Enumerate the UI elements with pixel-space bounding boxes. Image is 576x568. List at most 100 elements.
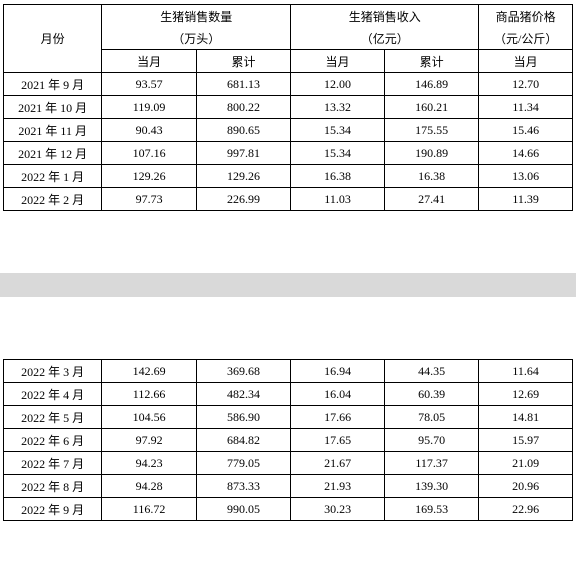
table-cell: 15.46 bbox=[479, 119, 573, 142]
table-cell: 17.66 bbox=[291, 406, 385, 429]
table-cell: 190.89 bbox=[384, 142, 478, 165]
table-cell: 129.26 bbox=[196, 165, 290, 188]
table-cell: 11.03 bbox=[291, 188, 385, 211]
table-cell: 586.90 bbox=[196, 406, 290, 429]
table-cell: 14.81 bbox=[479, 406, 573, 429]
pig-sales-table-bottom: 2022 年 3 月142.69369.6816.9444.3511.64202… bbox=[3, 359, 573, 521]
table-cell: 16.04 bbox=[291, 383, 385, 406]
table-cell: 160.21 bbox=[384, 96, 478, 119]
table-cell: 93.57 bbox=[102, 73, 196, 96]
table-cell: 119.09 bbox=[102, 96, 196, 119]
table-cell: 2022 年 4 月 bbox=[4, 383, 102, 406]
table-cell: 94.28 bbox=[102, 475, 196, 498]
table-row: 2022 年 2 月97.73226.9911.0327.4111.39 bbox=[4, 188, 573, 211]
table-cell: 997.81 bbox=[196, 142, 290, 165]
table-cell: 90.43 bbox=[102, 119, 196, 142]
table-cell: 2022 年 5 月 bbox=[4, 406, 102, 429]
table-cell: 21.93 bbox=[291, 475, 385, 498]
table-cell: 2021 年 12 月 bbox=[4, 142, 102, 165]
table-row: 2022 年 5 月104.56586.9017.6678.0514.81 bbox=[4, 406, 573, 429]
table-row: 2021 年 12 月107.16997.8115.34190.8914.66 bbox=[4, 142, 573, 165]
table-cell: 15.97 bbox=[479, 429, 573, 452]
table-cell: 146.89 bbox=[384, 73, 478, 96]
table-cell: 2022 年 6 月 bbox=[4, 429, 102, 452]
table-cell: 169.53 bbox=[384, 498, 478, 521]
table-cell: 2022 年 9 月 bbox=[4, 498, 102, 521]
table-cell: 890.65 bbox=[196, 119, 290, 142]
table-cell: 226.99 bbox=[196, 188, 290, 211]
table-cell: 14.66 bbox=[479, 142, 573, 165]
table-row: 2022 年 9 月116.72990.0530.23169.5322.96 bbox=[4, 498, 573, 521]
header-qty-cum: 累计 bbox=[196, 50, 290, 73]
table-cell: 2022 年 1 月 bbox=[4, 165, 102, 188]
header-price-cur: 当月 bbox=[479, 50, 573, 73]
table-cell: 94.23 bbox=[102, 452, 196, 475]
table-cell: 30.23 bbox=[291, 498, 385, 521]
table-row: 2022 年 6 月97.92684.8217.6595.7015.97 bbox=[4, 429, 573, 452]
table-cell: 2021 年 11 月 bbox=[4, 119, 102, 142]
header-qty-cur: 当月 bbox=[102, 50, 196, 73]
table-cell: 117.37 bbox=[384, 452, 478, 475]
header-qty-line1: 生猪销售数量 bbox=[102, 5, 291, 28]
table-cell: 11.34 bbox=[479, 96, 573, 119]
table-cell: 16.38 bbox=[291, 165, 385, 188]
table-cell: 11.39 bbox=[479, 188, 573, 211]
table-cell: 44.35 bbox=[384, 360, 478, 383]
table-body-bottom: 2022 年 3 月142.69369.6816.9444.3511.64202… bbox=[4, 360, 573, 521]
header-rev-cur: 当月 bbox=[291, 50, 385, 73]
table-cell: 482.34 bbox=[196, 383, 290, 406]
table-cell: 779.05 bbox=[196, 452, 290, 475]
table-cell: 17.65 bbox=[291, 429, 385, 452]
table-body-top: 2021 年 9 月93.57681.1312.00146.8912.70202… bbox=[4, 73, 573, 211]
table-row: 2022 年 7 月94.23779.0521.67117.3721.09 bbox=[4, 452, 573, 475]
table-row: 2022 年 8 月94.28873.3321.93139.3020.96 bbox=[4, 475, 573, 498]
table-cell: 21.09 bbox=[479, 452, 573, 475]
table-row: 2021 年 9 月93.57681.1312.00146.8912.70 bbox=[4, 73, 573, 96]
table-cell: 112.66 bbox=[102, 383, 196, 406]
table-cell: 15.34 bbox=[291, 119, 385, 142]
table-cell: 16.38 bbox=[384, 165, 478, 188]
table-cell: 21.67 bbox=[291, 452, 385, 475]
table-cell: 12.70 bbox=[479, 73, 573, 96]
table-cell: 95.70 bbox=[384, 429, 478, 452]
table-row: 2022 年 3 月142.69369.6816.9444.3511.64 bbox=[4, 360, 573, 383]
table-cell: 2022 年 3 月 bbox=[4, 360, 102, 383]
top-table-wrap: 月份 生猪销售数量 生猪销售收入 商品猪价格 （万头） （亿元） （元/公斤） … bbox=[3, 4, 573, 211]
table-cell: 16.94 bbox=[291, 360, 385, 383]
table-cell: 2022 年 2 月 bbox=[4, 188, 102, 211]
table-cell: 2021 年 10 月 bbox=[4, 96, 102, 119]
table-cell: 104.56 bbox=[102, 406, 196, 429]
table-cell: 2021 年 9 月 bbox=[4, 73, 102, 96]
header-rev-line2: （亿元） bbox=[291, 27, 479, 50]
table-cell: 13.32 bbox=[291, 96, 385, 119]
table-cell: 13.06 bbox=[479, 165, 573, 188]
table-row: 2021 年 10 月119.09800.2213.32160.2111.34 bbox=[4, 96, 573, 119]
table-cell: 116.72 bbox=[102, 498, 196, 521]
pig-sales-table-top: 月份 生猪销售数量 生猪销售收入 商品猪价格 （万头） （亿元） （元/公斤） … bbox=[3, 4, 573, 211]
table-cell: 20.96 bbox=[479, 475, 573, 498]
table-cell: 12.69 bbox=[479, 383, 573, 406]
header-price-line2: （元/公斤） bbox=[479, 27, 573, 50]
table-cell: 2022 年 8 月 bbox=[4, 475, 102, 498]
table-cell: 97.73 bbox=[102, 188, 196, 211]
table-cell: 107.16 bbox=[102, 142, 196, 165]
table-cell: 990.05 bbox=[196, 498, 290, 521]
table-cell: 60.39 bbox=[384, 383, 478, 406]
table-cell: 27.41 bbox=[384, 188, 478, 211]
table-row: 2021 年 11 月90.43890.6515.34175.5515.46 bbox=[4, 119, 573, 142]
table-cell: 12.00 bbox=[291, 73, 385, 96]
table-header: 月份 生猪销售数量 生猪销售收入 商品猪价格 （万头） （亿元） （元/公斤） … bbox=[4, 5, 573, 73]
table-cell: 681.13 bbox=[196, 73, 290, 96]
table-row: 2022 年 4 月112.66482.3416.0460.3912.69 bbox=[4, 383, 573, 406]
page-gap bbox=[0, 215, 576, 355]
table-cell: 22.96 bbox=[479, 498, 573, 521]
table-cell: 2022 年 7 月 bbox=[4, 452, 102, 475]
table-cell: 800.22 bbox=[196, 96, 290, 119]
table-cell: 78.05 bbox=[384, 406, 478, 429]
table-cell: 97.92 bbox=[102, 429, 196, 452]
table-cell: 15.34 bbox=[291, 142, 385, 165]
table-cell: 11.64 bbox=[479, 360, 573, 383]
header-rev-line1: 生猪销售收入 bbox=[291, 5, 479, 28]
table-cell: 142.69 bbox=[102, 360, 196, 383]
table-cell: 139.30 bbox=[384, 475, 478, 498]
